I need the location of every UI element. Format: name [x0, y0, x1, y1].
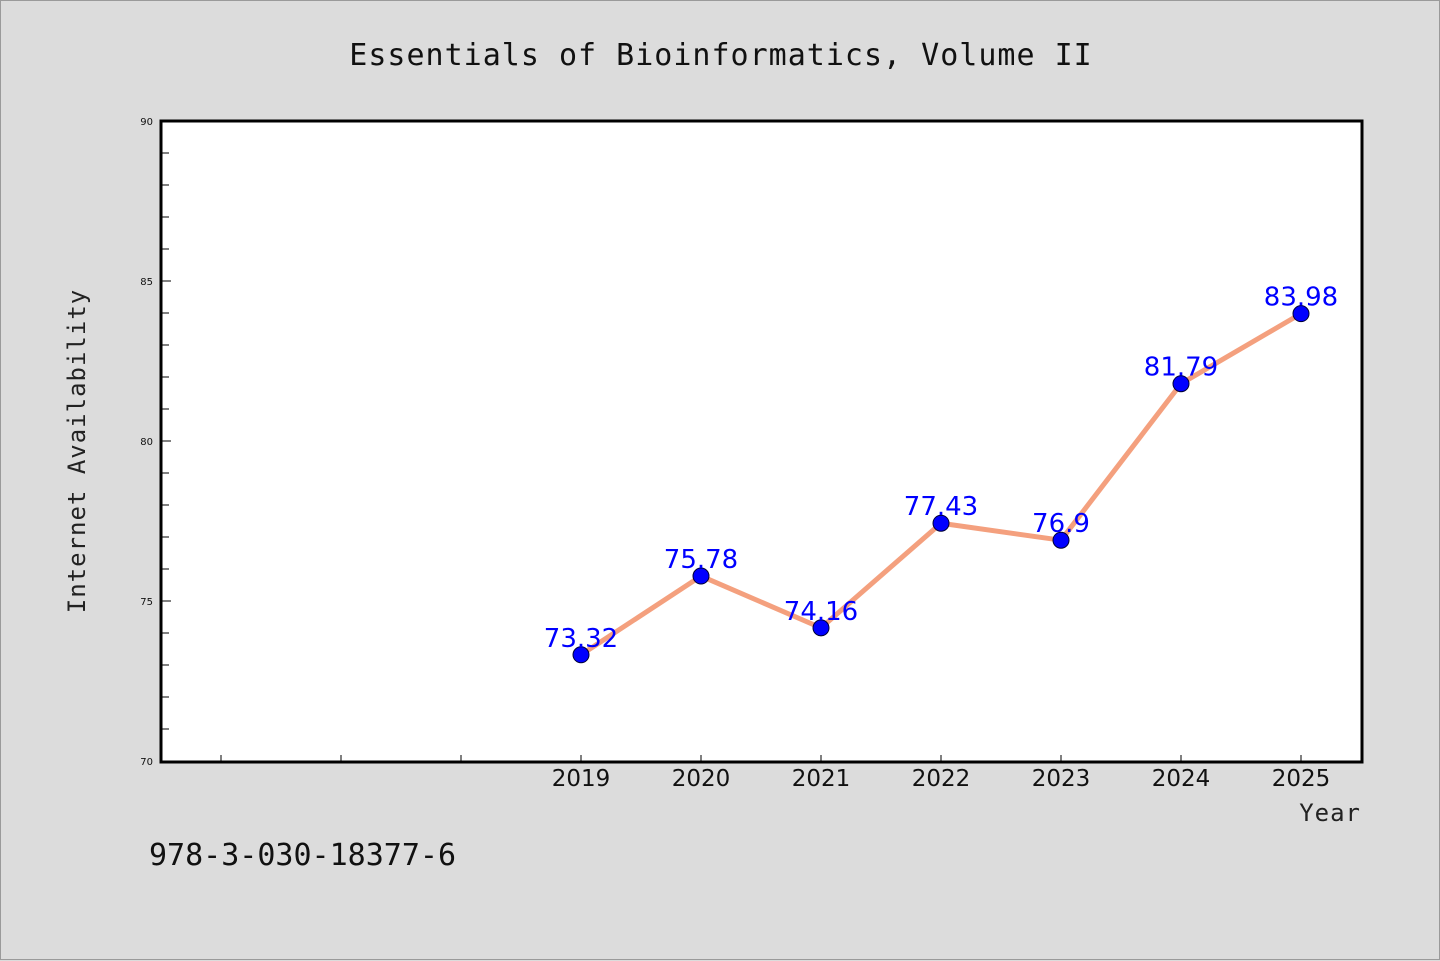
x-tick-label: 2019 — [552, 766, 611, 792]
data-point — [1292, 305, 1310, 323]
x-axis-label: Year — [1299, 799, 1361, 827]
x-tick-label: 2021 — [792, 766, 851, 792]
data-point — [932, 514, 950, 532]
y-tick-label: 90 — [140, 117, 153, 128]
chart-title: Essentials of Bioinformatics, Volume II — [349, 38, 1092, 73]
data-label: 75.78 — [664, 545, 738, 575]
data-point — [1172, 375, 1190, 393]
data-label: 83.98 — [1264, 283, 1338, 313]
data-point — [692, 567, 710, 585]
data-label: 73.32 — [544, 624, 618, 654]
x-tick-label: 2025 — [1272, 766, 1331, 792]
data-label: 77.43 — [904, 492, 978, 522]
isbn-text: 978-3-030-18377-6 — [149, 838, 456, 873]
data-point — [572, 646, 590, 664]
x-tick-label: 2024 — [1152, 766, 1211, 792]
y-tick-label: 85 — [140, 277, 153, 288]
y-axis: 70 75 80 85 90 — [140, 117, 171, 768]
data-point — [812, 619, 830, 637]
y-tick-label: 70 — [140, 757, 153, 768]
data-markers — [572, 305, 1310, 664]
x-tick-label: 2020 — [672, 766, 731, 792]
data-point — [1052, 531, 1070, 549]
data-labels: 73.32 75.78 74.16 77.43 76.9 81.79 83.98 — [544, 283, 1338, 654]
y-tick-label: 80 — [140, 437, 153, 448]
plot-area — [159, 119, 1364, 764]
data-label: 74.16 — [784, 597, 858, 627]
data-label: 81.79 — [1144, 353, 1218, 383]
y-axis-label: Internet Availability — [63, 289, 91, 613]
x-tick-label: 2023 — [1032, 766, 1091, 792]
data-label: 76.9 — [1032, 509, 1090, 539]
x-tick-label: 2022 — [912, 766, 971, 792]
x-axis: 2019 2020 2021 2022 2023 2024 2025 — [220, 755, 1331, 792]
y-tick-label: 75 — [140, 597, 153, 608]
